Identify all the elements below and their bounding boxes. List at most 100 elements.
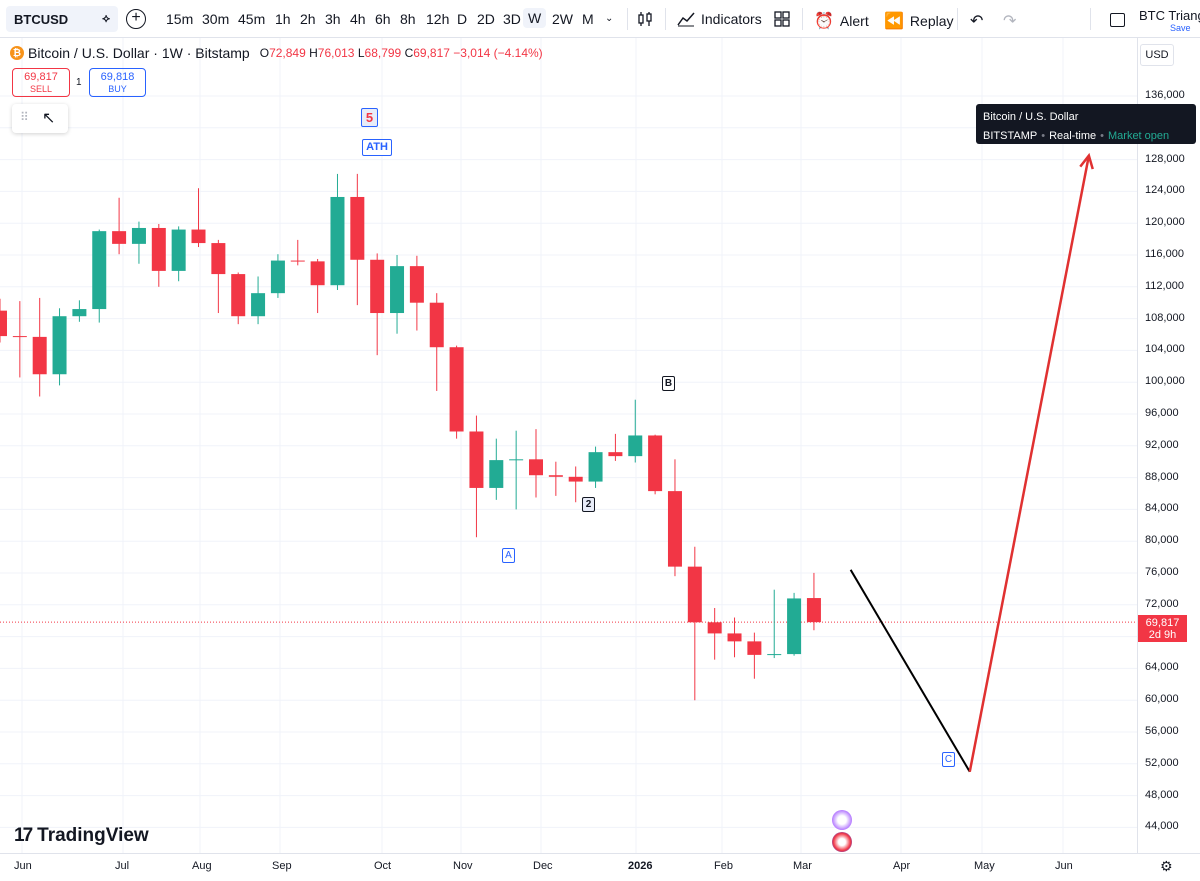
candle-body [12, 336, 27, 338]
drawing-toolbar: ⠿ ↖ [12, 104, 68, 133]
timeframe-2h[interactable]: 2h [300, 11, 316, 27]
time-tick: 2026 [628, 860, 653, 872]
timeframe-d[interactable]: D [457, 11, 468, 27]
wave-2-label[interactable]: 2 [582, 497, 595, 512]
wave-b-label[interactable]: B [662, 376, 675, 391]
candle-body [568, 476, 583, 482]
timeframe-2d[interactable]: 2D [477, 11, 495, 27]
timeframe-12h[interactable]: 12h [426, 11, 450, 27]
timeframe-4h[interactable]: 4h [350, 11, 366, 27]
candle-body [92, 231, 107, 310]
timeframe-m[interactable]: M [582, 11, 594, 27]
change-value: −3,014 (−4.14%) [453, 46, 543, 60]
price-tick: 116,000 [1145, 248, 1184, 260]
price-tick: 136,000 [1145, 89, 1185, 101]
tradingview-logo[interactable]: 17 TradingView [14, 825, 149, 847]
candle-body [489, 460, 504, 488]
legend-title: Bitcoin / U.S. Dollar · 1W · Bitstamp [28, 45, 250, 61]
price-tick: 112,000 [1145, 279, 1184, 292]
ath-label[interactable]: ATH [362, 139, 392, 156]
price-tick: 72,000 [1145, 597, 1179, 610]
candle-body [270, 260, 285, 294]
projection-arrowhead [1079, 152, 1094, 170]
close-value: 69,817 [413, 46, 450, 60]
replay-button[interactable]: ⏪ Replay [884, 11, 954, 31]
time-tick: Jun [14, 860, 32, 872]
price-tick: 44,000 [1145, 820, 1179, 833]
price-axis[interactable] [1137, 38, 1200, 853]
candle-body [687, 566, 702, 623]
time-tick: Apr [893, 860, 911, 872]
open-value: 72,849 [269, 46, 306, 60]
undo-button[interactable]: ↶ [970, 11, 983, 31]
grid-icon [774, 11, 790, 27]
wave-5-label[interactable]: 5 [361, 108, 378, 127]
timeframe-8h[interactable]: 8h [400, 11, 416, 27]
indicators-button[interactable]: Indicators [677, 11, 762, 27]
timeframe-w[interactable]: W [523, 8, 547, 28]
save-label[interactable]: Save [1170, 23, 1191, 33]
redo-icon: ↷ [1003, 13, 1017, 30]
time-tick: Jun [1055, 860, 1073, 872]
timeframe-3d[interactable]: 3D [503, 11, 521, 27]
sell-button[interactable]: 69,817 SELL [12, 68, 70, 97]
timeframe-3h[interactable]: 3h [325, 11, 341, 27]
time-tick: Jul [115, 860, 130, 872]
candle-body [72, 309, 87, 317]
lightning-event-icon[interactable] [832, 810, 852, 830]
timeframe-6h[interactable]: 6h [375, 11, 391, 27]
candle-body [429, 302, 444, 348]
candle-body [628, 435, 643, 457]
layout-menu[interactable]: BTC Triang Save [1110, 4, 1200, 34]
bar-countdown: 2d 9h [1148, 629, 1177, 641]
symbol-details-icon[interactable]: ⟡ [102, 11, 110, 25]
timeframe-2w[interactable]: 2W [552, 11, 573, 27]
us-flag-event-icon[interactable] [832, 832, 852, 852]
price-tick: 104,000 [1145, 343, 1185, 356]
symbol-search[interactable]: BTCUSD ⟡ [6, 6, 118, 32]
time-axis[interactable] [0, 853, 1200, 881]
templates-button[interactable] [774, 11, 790, 27]
price-tick: 100,000 [1145, 375, 1185, 388]
last-price-value: 69,817 [1145, 617, 1180, 629]
drag-handle-icon[interactable]: ⠿ [20, 110, 29, 124]
candle-body [310, 261, 325, 286]
price-tick: 76,000 [1145, 566, 1179, 578]
redo-button[interactable]: ↷ [1003, 11, 1016, 31]
compare-symbol-button[interactable]: + [126, 9, 146, 29]
wave-a-label[interactable]: A [502, 548, 515, 563]
chart-type-button[interactable] [637, 11, 653, 27]
price-tick: 124,000 [1145, 184, 1185, 197]
price-tick: 64,000 [1145, 661, 1179, 674]
time-tick: Aug [192, 860, 212, 872]
indicators-icon [677, 12, 695, 27]
undo-icon: ↶ [970, 13, 984, 30]
layout-icon [1110, 13, 1125, 27]
brand-name: TradingView [37, 825, 149, 846]
time-tick: Mar [793, 860, 812, 872]
timeframe-30m[interactable]: 30m [202, 11, 230, 27]
bitcoin-icon: ₿ [10, 46, 24, 60]
timeframe-dropdown-icon[interactable]: ⌄ [605, 13, 614, 24]
price-tick: 88,000 [1145, 470, 1179, 483]
low-value: 68,799 [364, 46, 402, 60]
time-tick: May [974, 860, 995, 872]
price-tick: 96,000 [1145, 407, 1179, 419]
cursor-arrow-icon[interactable]: ↖ [42, 110, 56, 127]
wave-c-label[interactable]: C [942, 752, 955, 767]
chart-settings-icon[interactable]: ⚙ [1160, 858, 1173, 874]
buy-label: BUY [108, 84, 127, 94]
price-tick: 56,000 [1145, 725, 1179, 737]
ohlc-values: O72,849 H76,013 L68,799 C69,817 −3,014 (… [259, 46, 543, 60]
price-tick: 52,000 [1145, 756, 1179, 769]
alert-button[interactable]: ⏰ Alert [814, 11, 869, 31]
currency-selector[interactable]: USD [1140, 44, 1174, 66]
candle-body [330, 196, 345, 286]
buy-button[interactable]: 69,818 BUY [89, 68, 146, 97]
timeframe-15m[interactable]: 15m [166, 11, 194, 27]
timeframe-45m[interactable]: 45m [238, 11, 266, 27]
candle-body [112, 231, 127, 244]
time-tick: Oct [374, 860, 392, 872]
timeframe-1h[interactable]: 1h [275, 11, 291, 27]
